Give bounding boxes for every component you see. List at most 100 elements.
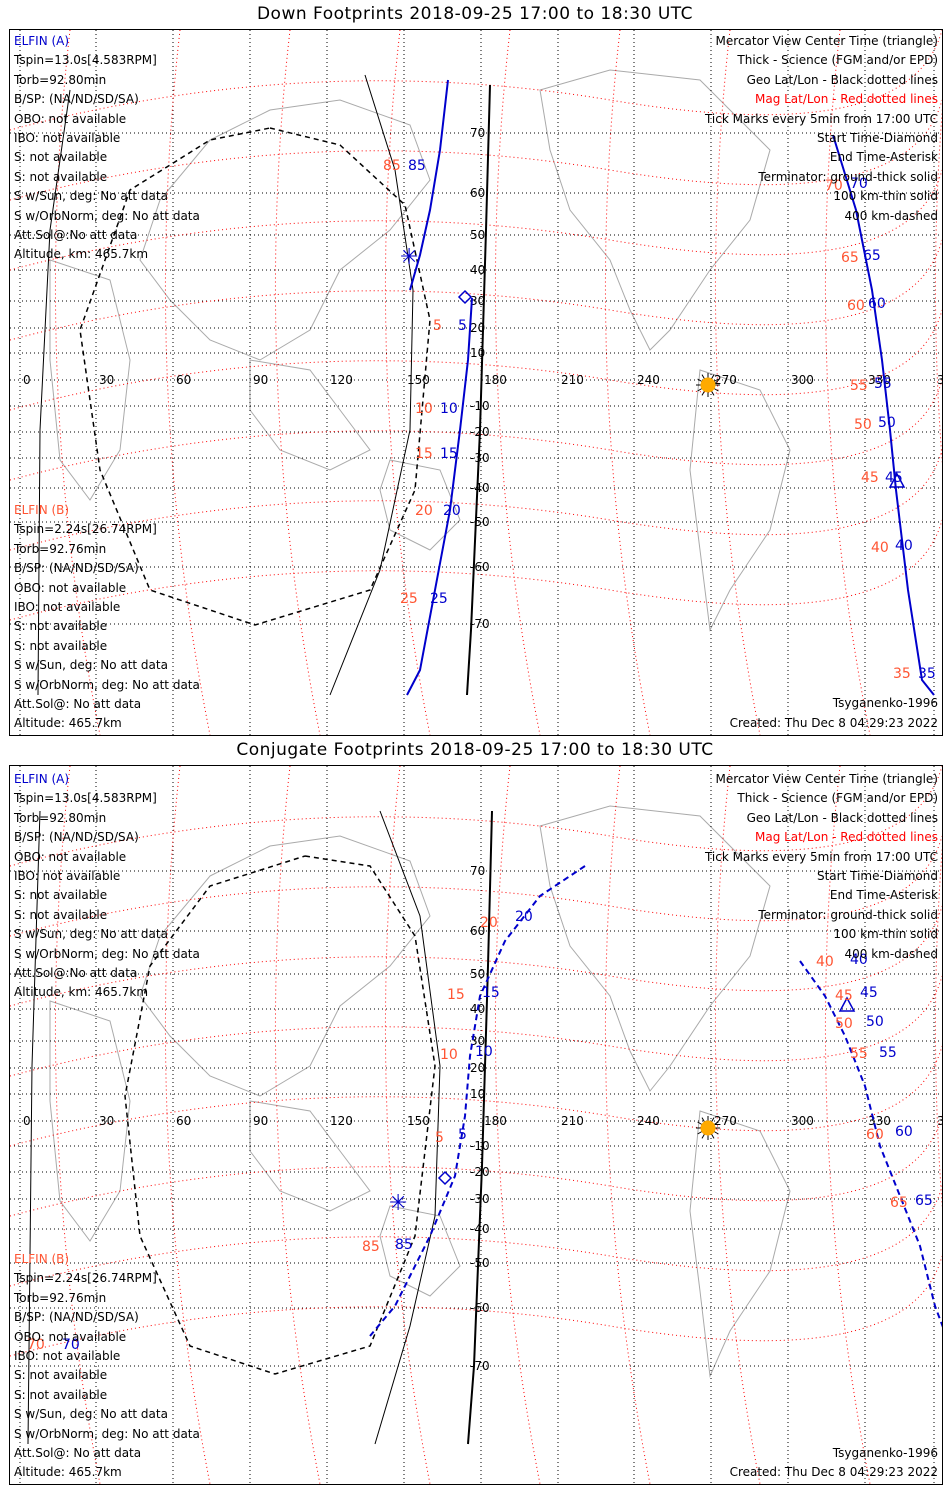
landmass-outline [539, 69, 771, 351]
elfin-a-tick-label-offset: 10 [440, 1047, 458, 1063]
mag-latitude-line [10, 169, 942, 271]
longitude-label: 60 [176, 373, 191, 387]
elfin-b-line: Torb=92.76min [14, 541, 107, 556]
landmass-outline [49, 1000, 131, 1242]
center-time-triangle-icon [888, 472, 906, 488]
elfin-b-tick-label-offset: 70 [825, 178, 843, 194]
terminator-400km-line [124, 855, 436, 1375]
elfin-a-line: B/SP: (NA/ND/SD/SA) [14, 92, 139, 107]
elfin-a-track [369, 865, 586, 1337]
mag-latitude-line [10, 835, 942, 937]
start-diamond-icon [457, 289, 473, 305]
longitude-label: 0 [23, 373, 31, 387]
terminator-ground-line [466, 84, 491, 696]
longitude-label: 300 [791, 1114, 814, 1128]
longitude-label: 120 [330, 373, 353, 387]
legend-line: Mag Lat/Lon - Red dotted lines [754, 830, 938, 845]
legend-line: Start Time-Diamond [816, 869, 938, 884]
mag-longitude-line [824, 30, 871, 735]
latitude-label: -10 [470, 399, 490, 413]
legend-line: Mag Lat/Lon - Red dotted lines [754, 92, 938, 107]
latitude-label: -20 [470, 425, 490, 439]
elfin-a-line: IBO: not available [14, 869, 121, 884]
elfin-b-tick-label: 65 [915, 1193, 933, 1209]
latitude-label: -40 [470, 481, 490, 495]
legend-line: Tick Marks every 5min from 17:00 UTC [704, 849, 938, 864]
landmass-outline [249, 1100, 371, 1212]
elfin-b-tick-label: 70 [62, 1337, 80, 1353]
longitude-label: 270 [714, 1114, 737, 1128]
elfin-b-tick-label: 55 [874, 376, 892, 392]
elfin-a-line: Tspin=13.0s[4.583RPM] [14, 791, 157, 806]
elfin-b-tick-label-offset: 50 [854, 417, 872, 433]
longitude-label: 300 [791, 373, 814, 387]
elfin-b-line: IBO: not available [14, 600, 121, 615]
end-asterisk-icon: ✳ [400, 245, 418, 270]
elfin-a-tick-label-offset: 25 [400, 591, 418, 607]
elfin-a-track [406, 297, 473, 696]
elfin-a-tick-label-offset: 85 [383, 158, 401, 174]
latitude-label: -70 [470, 617, 490, 631]
legend-line: Thick - Science (FGM and/or EPD) [737, 791, 938, 806]
longitude-label: 90 [253, 1114, 268, 1128]
elfin-b-header: ELFIN (B) [14, 503, 70, 517]
elfin-a-header: ELFIN (A) [14, 34, 70, 48]
legend-line: 100 km-thin solid [833, 927, 938, 942]
elfin-b-info: ELFIN (B) Tspin=2.24s[26.74RPM] Torb=92.… [14, 501, 200, 734]
map-canvas: 0306090120150180210240270300330360706050… [10, 30, 942, 735]
elfin-a-line: S: not available [14, 907, 108, 922]
elfin-a-tick-label-offset: 85 [362, 1239, 380, 1255]
elfin-b-line: S w/Sun, deg: No att data [14, 1407, 168, 1422]
latitude-label: 60 [470, 186, 485, 200]
longitude-label: 240 [637, 373, 660, 387]
mag-longitude-line [494, 30, 541, 735]
elfin-b-tick-label: 45 [860, 985, 878, 1001]
mag-latitude-line [10, 975, 942, 1077]
elfin-a-line: S: not available [14, 888, 108, 903]
legend: Mercator View Center Time (triangle) Thi… [705, 770, 938, 964]
terminator-400km-line [79, 127, 431, 626]
elfin-a-tick-label-offset: 20 [480, 915, 498, 931]
panel-2-title: Conjugate Footprints 2018-09-25 17:00 to… [236, 740, 714, 760]
elfin-a-tick-label: 85 [408, 158, 426, 174]
created-label: Created: Thu Dec 8 04:29:23 2022 [729, 1465, 938, 1479]
elfin-a-line: Torb=92.80min [14, 810, 107, 825]
elfin-b-line: IBO: not available [14, 1349, 121, 1364]
elfin-a-line: S w/Sun, deg: No att data [14, 927, 168, 942]
latitude-label: -20 [470, 1165, 490, 1179]
legend-line: Mercator View Center Time (triangle) [715, 34, 938, 48]
elfin-a-tick-label: 20 [443, 503, 461, 519]
elfin-b-line: Att.Sol@: No att data [14, 697, 142, 712]
elfin-a-tick-label: 5 [458, 1127, 467, 1143]
elfin-b-line: OBO: not available [14, 1329, 127, 1344]
legend-line: 400 km-dashed [844, 946, 938, 961]
legend-line: Geo Lat/Lon - Black dotted lines [746, 810, 938, 825]
elfin-b-tick-label: 55 [879, 1045, 897, 1061]
latitude-label: 60 [470, 924, 485, 938]
terminator-100km-line [329, 74, 414, 696]
elfin-a-line: Altitude, km: 465.7km [14, 247, 149, 262]
elfin-a-tick-label: 20 [515, 909, 533, 925]
longitude-label: 210 [561, 373, 584, 387]
elfin-b-tick-label: 50 [878, 415, 896, 431]
elfin-a-line: OBO: not available [14, 111, 127, 126]
terminator-ground-line [467, 810, 493, 1445]
elfin-b-line: Tspin=2.24s[26.74RPM] [14, 522, 157, 537]
elfin-b-line: S: not available [14, 619, 108, 634]
mag-latitude-line [10, 1115, 942, 1217]
longitude-label: 210 [561, 1114, 584, 1128]
mag-longitude-line [274, 766, 321, 1484]
elfin-a-tick-label-offset: 15 [447, 987, 465, 1003]
elfin-b-tick-label-offset: 50 [835, 1016, 853, 1032]
landmass-outline [139, 835, 431, 1097]
elfin-b-tick-label-offset: 60 [847, 298, 865, 314]
down-footprints-panel: 0306090120150180210240270300330360706050… [9, 29, 943, 736]
elfin-a-tick-label: 15 [440, 446, 458, 462]
mag-latitude-line [10, 379, 942, 481]
mag-latitude-line [10, 309, 942, 411]
elfin-b-line: Altitude: 465.7km [14, 1465, 122, 1480]
elfin-b-line: B/SP: (NA/ND/SD/SA) [14, 1310, 139, 1325]
latitude-label: 40 [470, 263, 485, 277]
landmass-outline [539, 805, 771, 1092]
latitude-label: 70 [470, 864, 485, 878]
